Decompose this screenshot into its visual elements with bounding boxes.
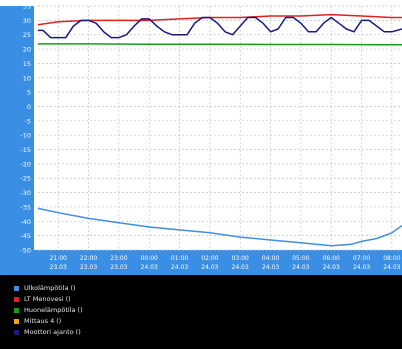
x-tick-time: 04:00 <box>262 255 279 262</box>
x-axis-ticks: 21:00 23.03 22:00 23.03 23:00 23.03 00:00 24.03… <box>50 255 401 271</box>
x-tick-time: 06:00 <box>323 255 340 262</box>
series-line-4 <box>38 16 402 39</box>
series-line-1 <box>37 13 402 26</box>
y-tick-label: -10 <box>20 132 31 140</box>
y-tick-label: -45 <box>20 232 31 240</box>
x-tick-date: 24.03 <box>323 264 340 271</box>
y-tick-label: 35 <box>23 3 31 11</box>
x-tick-time: 01:00 <box>171 255 188 262</box>
x-tick-time: 03:00 <box>232 255 249 262</box>
x-tick-date: 24.03 <box>171 264 188 271</box>
x-tick-time: 21:00 <box>50 255 67 262</box>
legend: Ulkolämpötila () LT Menovesi () Huonelämpö… <box>0 275 402 349</box>
x-tick-date: 24.03 <box>232 264 249 271</box>
x-tick-date: 23.03 <box>80 264 97 271</box>
series-line-0 <box>37 207 402 247</box>
x-tick-date: 24.03 <box>201 264 218 271</box>
legend-item[interactable]: LT Menovesi () <box>14 294 71 304</box>
x-tick-date: 23.03 <box>50 264 67 271</box>
y-tick-label: 20 <box>23 46 31 54</box>
x-tick-date: 24.03 <box>262 264 279 271</box>
y-tick-label: -5 <box>25 117 31 125</box>
y-tick-label: 15 <box>23 60 31 68</box>
y-tick-label: -25 <box>20 175 31 183</box>
x-tick-time: 07:00 <box>353 255 370 262</box>
legend-label: Moottori ajanto () <box>24 328 81 336</box>
legend-label: Huonelämpötila () <box>24 306 83 314</box>
x-tick-date: 23.03 <box>110 264 127 271</box>
y-tick-label: 0 <box>27 103 31 111</box>
x-tick-date: 24.03 <box>353 264 370 271</box>
x-tick-time: 08:00 <box>383 255 400 262</box>
x-axis-band <box>0 250 402 275</box>
x-tick-time: 22:00 <box>80 255 97 262</box>
y-axis-band <box>0 6 34 250</box>
legend-swatch <box>14 307 19 313</box>
legend-swatch <box>14 285 19 291</box>
y-tick-label: -40 <box>20 218 31 226</box>
legend-swatch <box>14 329 19 335</box>
x-tick-date: 24.03 <box>141 264 158 271</box>
y-tick-label: 25 <box>23 31 31 39</box>
legend-label: Ulkolämpötila () <box>24 284 76 292</box>
y-tick-label: -20 <box>20 160 31 168</box>
legend-item[interactable]: Mittaus 4 () <box>14 316 61 326</box>
legend-label: LT Menovesi () <box>24 295 71 303</box>
y-tick-label: 5 <box>27 89 31 97</box>
legend-item[interactable]: Ulkolämpötila () <box>14 283 76 293</box>
legend-item[interactable]: Huonelämpötila () <box>14 305 83 315</box>
y-tick-label: -50 <box>20 247 31 255</box>
x-tick-time: 00:00 <box>141 255 158 262</box>
y-axis-ticks: 35 30 25 20 15 10 5 0 -5 -10 -15 -20 -25 -30 -35 -40 -45… <box>20 3 31 255</box>
y-tick-label: -15 <box>20 146 31 154</box>
legend-swatch <box>14 318 19 324</box>
series-lines <box>37 13 402 247</box>
legend-label: Mittaus 4 () <box>24 317 62 325</box>
y-tick-label: -30 <box>20 189 31 197</box>
y-tick-label: 30 <box>23 17 31 25</box>
x-tick-time: 05:00 <box>292 255 309 262</box>
gridlines <box>38 5 402 251</box>
x-tick-time: 23:00 <box>110 255 127 262</box>
x-tick-date: 24.03 <box>383 264 400 271</box>
legend-swatch <box>14 296 19 302</box>
x-tick-time: 02:00 <box>201 255 218 262</box>
y-tick-label: -35 <box>20 203 31 211</box>
legend-item[interactable]: Moottori ajanto () <box>14 327 81 337</box>
y-tick-label: 10 <box>23 74 31 82</box>
series-line-2 <box>38 43 402 46</box>
x-tick-date: 24.03 <box>292 264 309 271</box>
